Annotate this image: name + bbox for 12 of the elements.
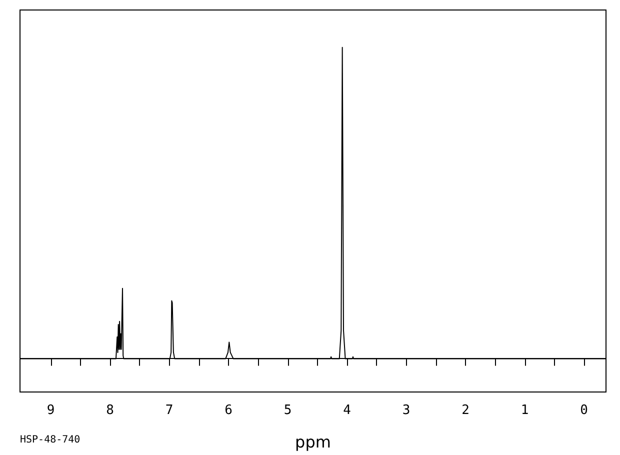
x-tick-label: 8: [106, 403, 114, 418]
x-tick-label: 6: [224, 403, 232, 418]
x-tick-label: 2: [462, 403, 470, 418]
x-tick-label: 4: [343, 403, 352, 418]
x-tick-label: 0: [580, 403, 588, 418]
x-tick-label: 7: [165, 403, 174, 418]
x-tick-label: 1: [520, 403, 529, 418]
x-tick-label: 5: [284, 403, 292, 418]
x-tick-label: 9: [46, 403, 55, 418]
x-axis-title: ppm: [295, 432, 331, 452]
x-tick-label: 3: [402, 403, 410, 418]
text: HSP-48-740: [20, 434, 80, 446]
